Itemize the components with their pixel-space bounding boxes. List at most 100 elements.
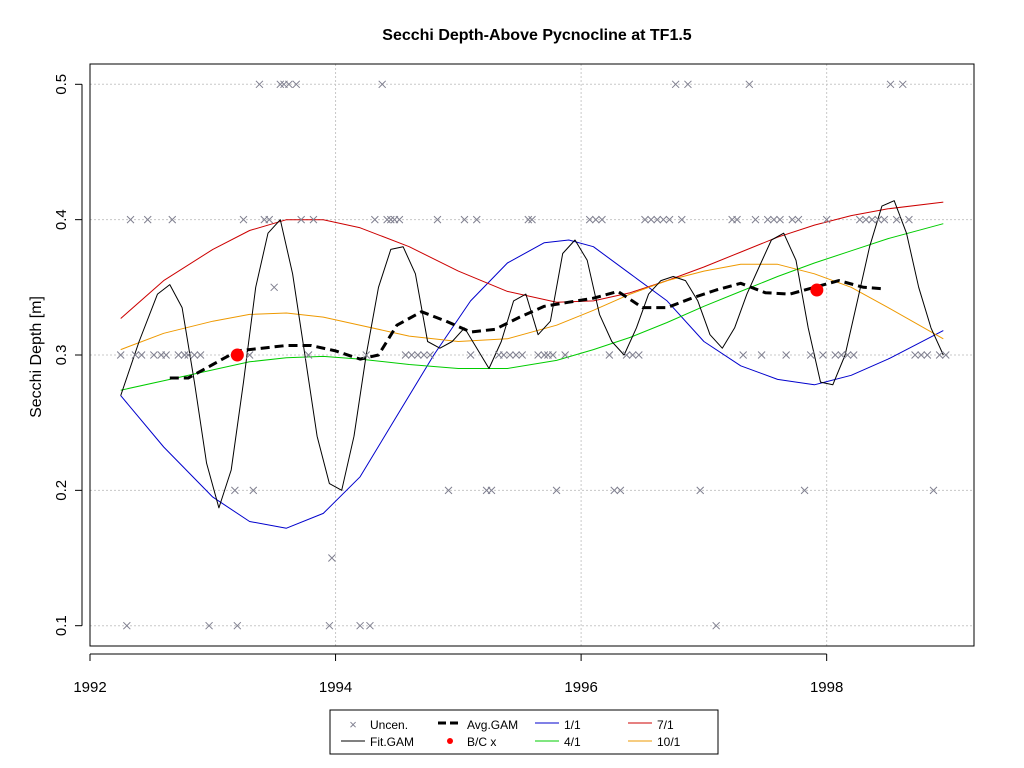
- uncensored-point: [174, 351, 183, 359]
- uncensored-point: [622, 351, 631, 359]
- legend: × Uncen. Fit.GAM Avg.GAM B/C x 1/1 4/1 7…: [329, 709, 719, 755]
- uncensored-point: [534, 351, 542, 359]
- y-tick-label: 0.1: [53, 615, 70, 636]
- series-line-m1: [120, 239, 944, 529]
- uncensored-point: [143, 215, 152, 224]
- legend-box: [329, 709, 719, 755]
- uncensored-point: [383, 215, 391, 224]
- uncensored-point: [255, 80, 264, 89]
- uncensored-point: [837, 351, 846, 359]
- chart-title: Secchi Depth-Above Pycnocline at TF1.5: [382, 27, 692, 44]
- uncensored-point: [665, 215, 674, 224]
- uncensored-point: [770, 215, 778, 224]
- legend-m4-label: 4/1: [564, 735, 581, 749]
- legend-uncen-marker: ×: [349, 717, 357, 732]
- legend-uncen-label: Uncen.: [370, 718, 408, 732]
- uncensored-point: [378, 80, 387, 89]
- uncensored-point: [819, 351, 827, 359]
- uncensored-point: [886, 80, 895, 89]
- uncensored-point: [849, 351, 858, 359]
- uncensored-point: [855, 215, 864, 224]
- series-line-m4: [120, 223, 944, 391]
- uncensored-point: [892, 215, 901, 224]
- uncensored-point: [549, 351, 557, 359]
- uncensored-point: [444, 486, 453, 495]
- legend-m1-label: 1/1: [564, 718, 581, 732]
- uncensored-point: [739, 351, 748, 359]
- series-lines: [120, 200, 944, 529]
- uncensored-point: [917, 351, 926, 359]
- uncensored-point: [270, 283, 279, 292]
- bc-points: [230, 283, 824, 362]
- uncensored-point: [239, 215, 248, 224]
- uncensored-point: [433, 215, 442, 224]
- uncensored-point: [162, 351, 170, 359]
- y-tick-label: 0.3: [53, 345, 70, 366]
- uncensored-point: [671, 80, 680, 89]
- uncensored-point: [472, 215, 481, 224]
- uncensored-point: [696, 486, 705, 495]
- uncensored-point: [205, 621, 213, 630]
- uncensored-point: [898, 80, 907, 89]
- uncensored-point: [184, 351, 193, 359]
- uncensored-point: [131, 351, 140, 359]
- uncensored-point: [356, 621, 364, 630]
- uncensored-point: [800, 486, 809, 495]
- uncensored-point: [552, 486, 561, 495]
- uncensored-point: [413, 351, 422, 359]
- y-tick-label: 0.5: [53, 74, 70, 95]
- uncensored-point: [628, 351, 637, 359]
- uncensored-point: [466, 351, 475, 359]
- uncensored-point: [822, 215, 831, 224]
- x-tick-label: 1998: [810, 679, 843, 696]
- y-tick-label: 0.2: [53, 480, 70, 501]
- uncensored-point: [647, 215, 655, 224]
- uncensored-point: [763, 215, 772, 224]
- y-tick-label: 0.4: [53, 209, 70, 230]
- uncensored-point: [518, 351, 527, 359]
- plot-frame: [89, 63, 975, 647]
- uncensored-point: [806, 351, 815, 359]
- uncensored-point: [843, 351, 852, 359]
- legend-fit-gam-label: Fit.GAM: [370, 735, 414, 749]
- uncensored-point: [585, 215, 594, 224]
- uncensored-point: [745, 80, 754, 89]
- uncensored-point: [540, 351, 549, 359]
- uncensored-point: [782, 351, 791, 359]
- uncensored-point: [659, 215, 668, 224]
- uncensored-point: [874, 215, 883, 224]
- uncensored-point: [905, 215, 913, 224]
- uncensored-point: [776, 215, 784, 224]
- uncensored-point: [325, 621, 334, 630]
- uncensored-point: [297, 215, 306, 224]
- uncensored-point: [616, 486, 625, 495]
- uncensored-point: [116, 351, 125, 359]
- uncensored-point: [712, 621, 721, 630]
- legend-bc-label: B/C x: [467, 735, 496, 749]
- uncensored-point: [528, 215, 536, 224]
- series-line-m7: [120, 201, 944, 319]
- uncensored-point: [506, 351, 514, 359]
- uncensored-point: [512, 351, 520, 359]
- bc-point: [810, 283, 824, 297]
- uncensored-point: [122, 621, 131, 630]
- uncensored-point: [561, 351, 570, 359]
- uncensored-points: [116, 80, 950, 630]
- uncensored-point: [605, 351, 614, 359]
- uncensored-point: [366, 621, 374, 630]
- uncensored-point: [831, 351, 840, 359]
- uncensored-point: [923, 351, 932, 359]
- uncensored-point: [149, 351, 158, 359]
- uncensored-point: [304, 351, 313, 359]
- uncensored-point: [407, 351, 416, 359]
- uncensored-point: [233, 621, 242, 630]
- uncensored-point: [935, 351, 944, 359]
- uncensored-point: [941, 351, 950, 359]
- uncensored-point: [751, 215, 760, 224]
- uncensored-point: [677, 215, 686, 224]
- uncensored-point: [634, 351, 643, 359]
- x-tick-label: 1996: [564, 679, 597, 696]
- uncensored-point: [757, 351, 766, 359]
- uncensored-point: [292, 80, 301, 89]
- uncensored-point: [395, 215, 404, 224]
